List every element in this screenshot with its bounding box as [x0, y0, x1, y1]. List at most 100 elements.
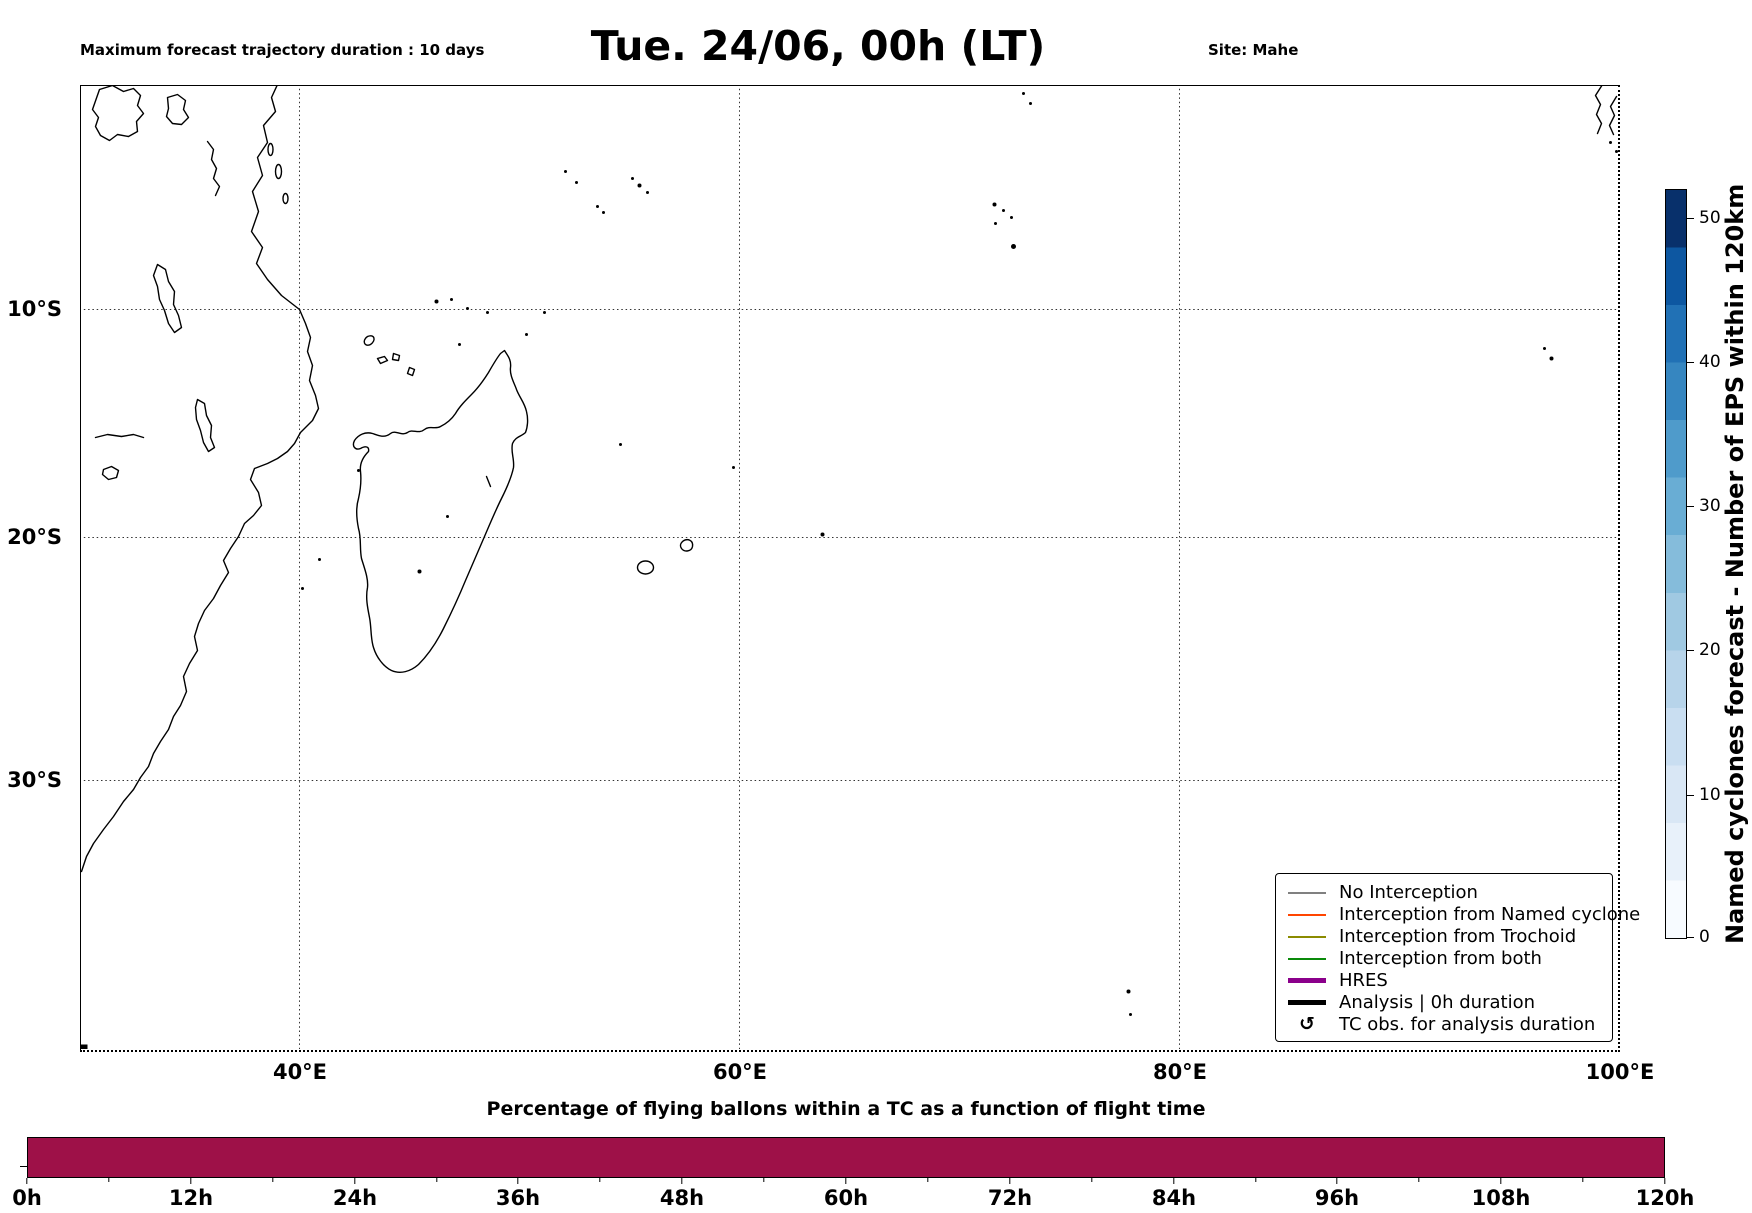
colorbar-tick	[1687, 362, 1694, 364]
legend-item-named-cyclone: Interception from Named cyclone	[1288, 904, 1640, 925]
colorbar	[1665, 189, 1687, 939]
bottom-label-48h: 48h	[659, 1186, 705, 1210]
bottom-xtick	[681, 1178, 683, 1184]
legend-item-no-interception: No Interception	[1288, 882, 1602, 903]
figure-title: Tue. 24/06, 00h (LT)	[590, 22, 1046, 70]
legend-item-both: Interception from both	[1288, 948, 1602, 969]
island-mafia	[282, 192, 289, 205]
bottom-label-84h: 84h	[1151, 1186, 1197, 1210]
island-moheli	[376, 355, 389, 365]
legend-item-hres: HRES	[1288, 970, 1602, 991]
bottom-label-12h: 12h	[168, 1186, 214, 1210]
xtick-60e: 60°E	[712, 1060, 768, 1084]
corner-land-fragment	[79, 1044, 88, 1052]
island-mauritius	[679, 539, 694, 552]
ytick-10s: 10°S	[7, 297, 62, 321]
lake-tanganyika	[152, 263, 183, 334]
island-anjouan	[391, 352, 401, 362]
legend-item-analysis: Analysis | 0h duration	[1288, 992, 1602, 1013]
info-right-line1: Site: Mahe	[1208, 41, 1299, 59]
sumatra-coast-fragment-2	[1608, 95, 1618, 136]
sumatra-coast-fragment-1	[1594, 83, 1604, 135]
bottom-xtick-minor	[272, 1178, 274, 1182]
bottom-xtick	[1664, 1178, 1666, 1184]
colorbar-tick	[1687, 795, 1694, 797]
island-mayotte	[406, 366, 416, 377]
bottom-chart-ytick	[20, 1166, 27, 1168]
island-sainte-marie	[485, 475, 492, 488]
bottom-label-36h: 36h	[495, 1186, 541, 1210]
bottom-xtick	[354, 1178, 356, 1184]
colorbar-tick-20: 20	[1699, 640, 1721, 660]
bottom-xtick	[190, 1178, 192, 1184]
bottom-xtick	[845, 1178, 847, 1184]
map-legend: No Interception Interception from Named …	[1275, 873, 1640, 1042]
bottom-xtick-minor	[1091, 1178, 1093, 1182]
bottom-chart-title: Percentage of flying ballons within a TC…	[486, 1098, 1206, 1120]
river-squiggle-1	[206, 140, 221, 197]
bottom-xtick	[1009, 1178, 1011, 1184]
bottom-xtick-minor	[599, 1178, 601, 1182]
legend-line-orangered	[1288, 913, 1326, 916]
coastlines	[80, 83, 1618, 873]
map-canvas	[79, 83, 1620, 1052]
bottom-label-120h: 120h	[1635, 1186, 1695, 1210]
balloon-percentage-bar	[27, 1137, 1665, 1178]
river-squiggle-2	[94, 433, 145, 439]
xtick-80e: 80°E	[1152, 1060, 1208, 1084]
bottom-label-60h: 60h	[823, 1186, 869, 1210]
bottom-xtick	[517, 1178, 519, 1184]
lake-small-2	[101, 465, 120, 481]
island-reunion	[636, 560, 655, 575]
legend-line-gray	[1288, 891, 1326, 894]
bottom-xtick-minor	[763, 1178, 765, 1182]
bottom-label-108h: 108h	[1471, 1186, 1531, 1210]
info-left-line1: Maximum forecast trajectory duration : 1…	[80, 41, 485, 59]
lake-malawi	[194, 398, 216, 453]
bottom-label-0h: 0h	[12, 1186, 42, 1210]
bottom-label-24h: 24h	[332, 1186, 378, 1210]
legend-line-green	[1288, 957, 1326, 960]
colorbar-tick	[1687, 650, 1694, 652]
bottom-xtick	[1173, 1178, 1175, 1184]
bottom-xtick-minor	[108, 1178, 110, 1182]
bottom-xtick	[1500, 1178, 1502, 1184]
africa-coastline	[80, 83, 320, 873]
colorbar-tick	[1687, 506, 1694, 508]
map-gridlines	[79, 84, 1620, 1052]
madagascar-coastline	[352, 349, 529, 673]
bottom-label-96h: 96h	[1314, 1186, 1360, 1210]
lake-victoria	[91, 84, 145, 142]
legend-item-trochoid: Interception from Trochoid	[1288, 926, 1602, 947]
bottom-xtick-minor	[436, 1178, 438, 1182]
island-grande-comore	[363, 335, 375, 346]
bottom-xtick	[1336, 1178, 1338, 1184]
legend-item-tc-obs: ↺ TC obs. for analysis duration	[1288, 1014, 1602, 1035]
colorbar-tick-40: 40	[1699, 352, 1721, 372]
colorbar-tick	[1687, 937, 1694, 939]
bottom-label-72h: 72h	[987, 1186, 1033, 1210]
legend-line-olive	[1288, 935, 1326, 938]
cyclone-rotation-icon: ↺	[1299, 1013, 1315, 1035]
xtick-100e: 100°E	[1585, 1060, 1655, 1084]
bottom-xtick-minor	[927, 1178, 929, 1182]
ytick-30s: 30°S	[7, 768, 62, 792]
island-pemba	[267, 142, 274, 157]
colorbar-label: Named cyclones forecast - Number of EPS …	[1721, 183, 1749, 945]
colorbar-tick-0: 0	[1699, 927, 1710, 947]
colorbar-tick	[1687, 218, 1694, 220]
xtick-40e: 40°E	[272, 1060, 328, 1084]
bottom-xtick-minor	[1418, 1178, 1420, 1182]
lake-small-1	[165, 93, 190, 126]
legend-line-purple	[1288, 978, 1326, 983]
colorbar-tick-30: 30	[1699, 496, 1721, 516]
colorbar-tick-10: 10	[1699, 785, 1721, 805]
bottom-xtick-minor	[1255, 1178, 1257, 1182]
colorbar-tick-50: 50	[1699, 208, 1721, 228]
bottom-xtick-minor	[1582, 1178, 1584, 1182]
ytick-20s: 20°S	[7, 525, 62, 549]
bottom-xtick	[26, 1178, 28, 1184]
legend-line-black	[1288, 1000, 1326, 1005]
island-dots	[79, 92, 1618, 1052]
